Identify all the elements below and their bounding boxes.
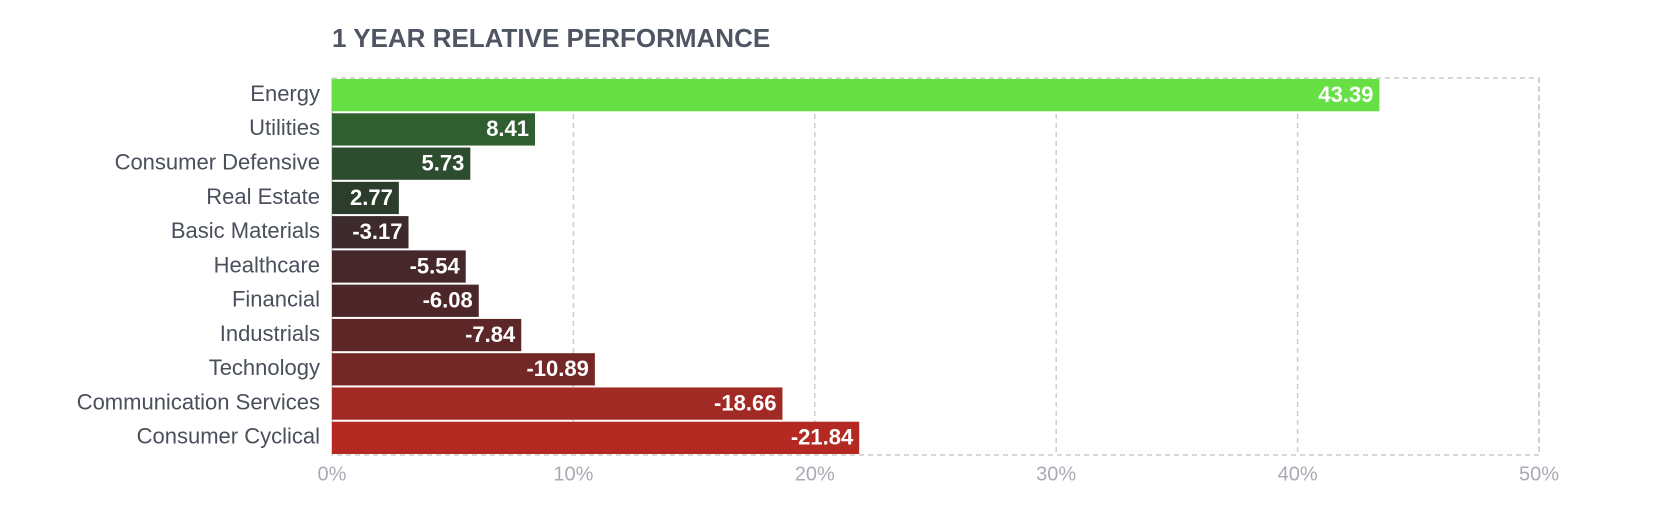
value-label: 5.73 [421,150,464,175]
value-label: -5.54 [410,253,461,278]
bar [332,353,595,386]
category-label: Utilities [249,115,320,140]
bar [332,113,536,146]
bar [332,284,479,317]
bar [332,421,860,454]
category-label: Basic Materials [171,218,320,243]
category-label: Industrials [220,321,320,346]
category-label: Energy [250,81,320,106]
value-label: -10.89 [526,356,588,381]
category-label: Consumer Cyclical [137,424,320,449]
bar [332,250,466,283]
x-tick-label: 0% [318,463,347,485]
category-label: Communication Services [77,389,320,414]
x-tick-label: 10% [553,463,593,485]
value-label: -3.17 [352,219,402,244]
bar [332,318,522,352]
bar [332,79,1380,112]
x-tick-label: 50% [1519,463,1559,485]
category-label: Consumer Defensive [115,149,320,174]
value-label: -6.08 [423,288,473,313]
value-label: -18.66 [714,390,776,415]
value-label: 8.41 [486,116,529,141]
x-tick-label: 20% [795,463,835,485]
value-label: -21.84 [791,425,854,450]
value-label: 2.77 [350,185,393,210]
value-label: 43.39 [1318,82,1373,107]
bar [332,387,783,420]
bar [332,147,471,180]
category-label: Real Estate [206,184,320,209]
bar [332,181,399,215]
value-label: -7.84 [465,322,516,347]
category-label: Financial [232,287,320,312]
x-tick-label: 30% [1036,463,1076,485]
category-label: Healthcare [214,252,320,277]
category-label: Technology [209,355,320,380]
x-tick-label: 40% [1278,463,1318,485]
bar [332,216,409,249]
chart-title: 1 YEAR RELATIVE PERFORMANCE [332,23,770,53]
